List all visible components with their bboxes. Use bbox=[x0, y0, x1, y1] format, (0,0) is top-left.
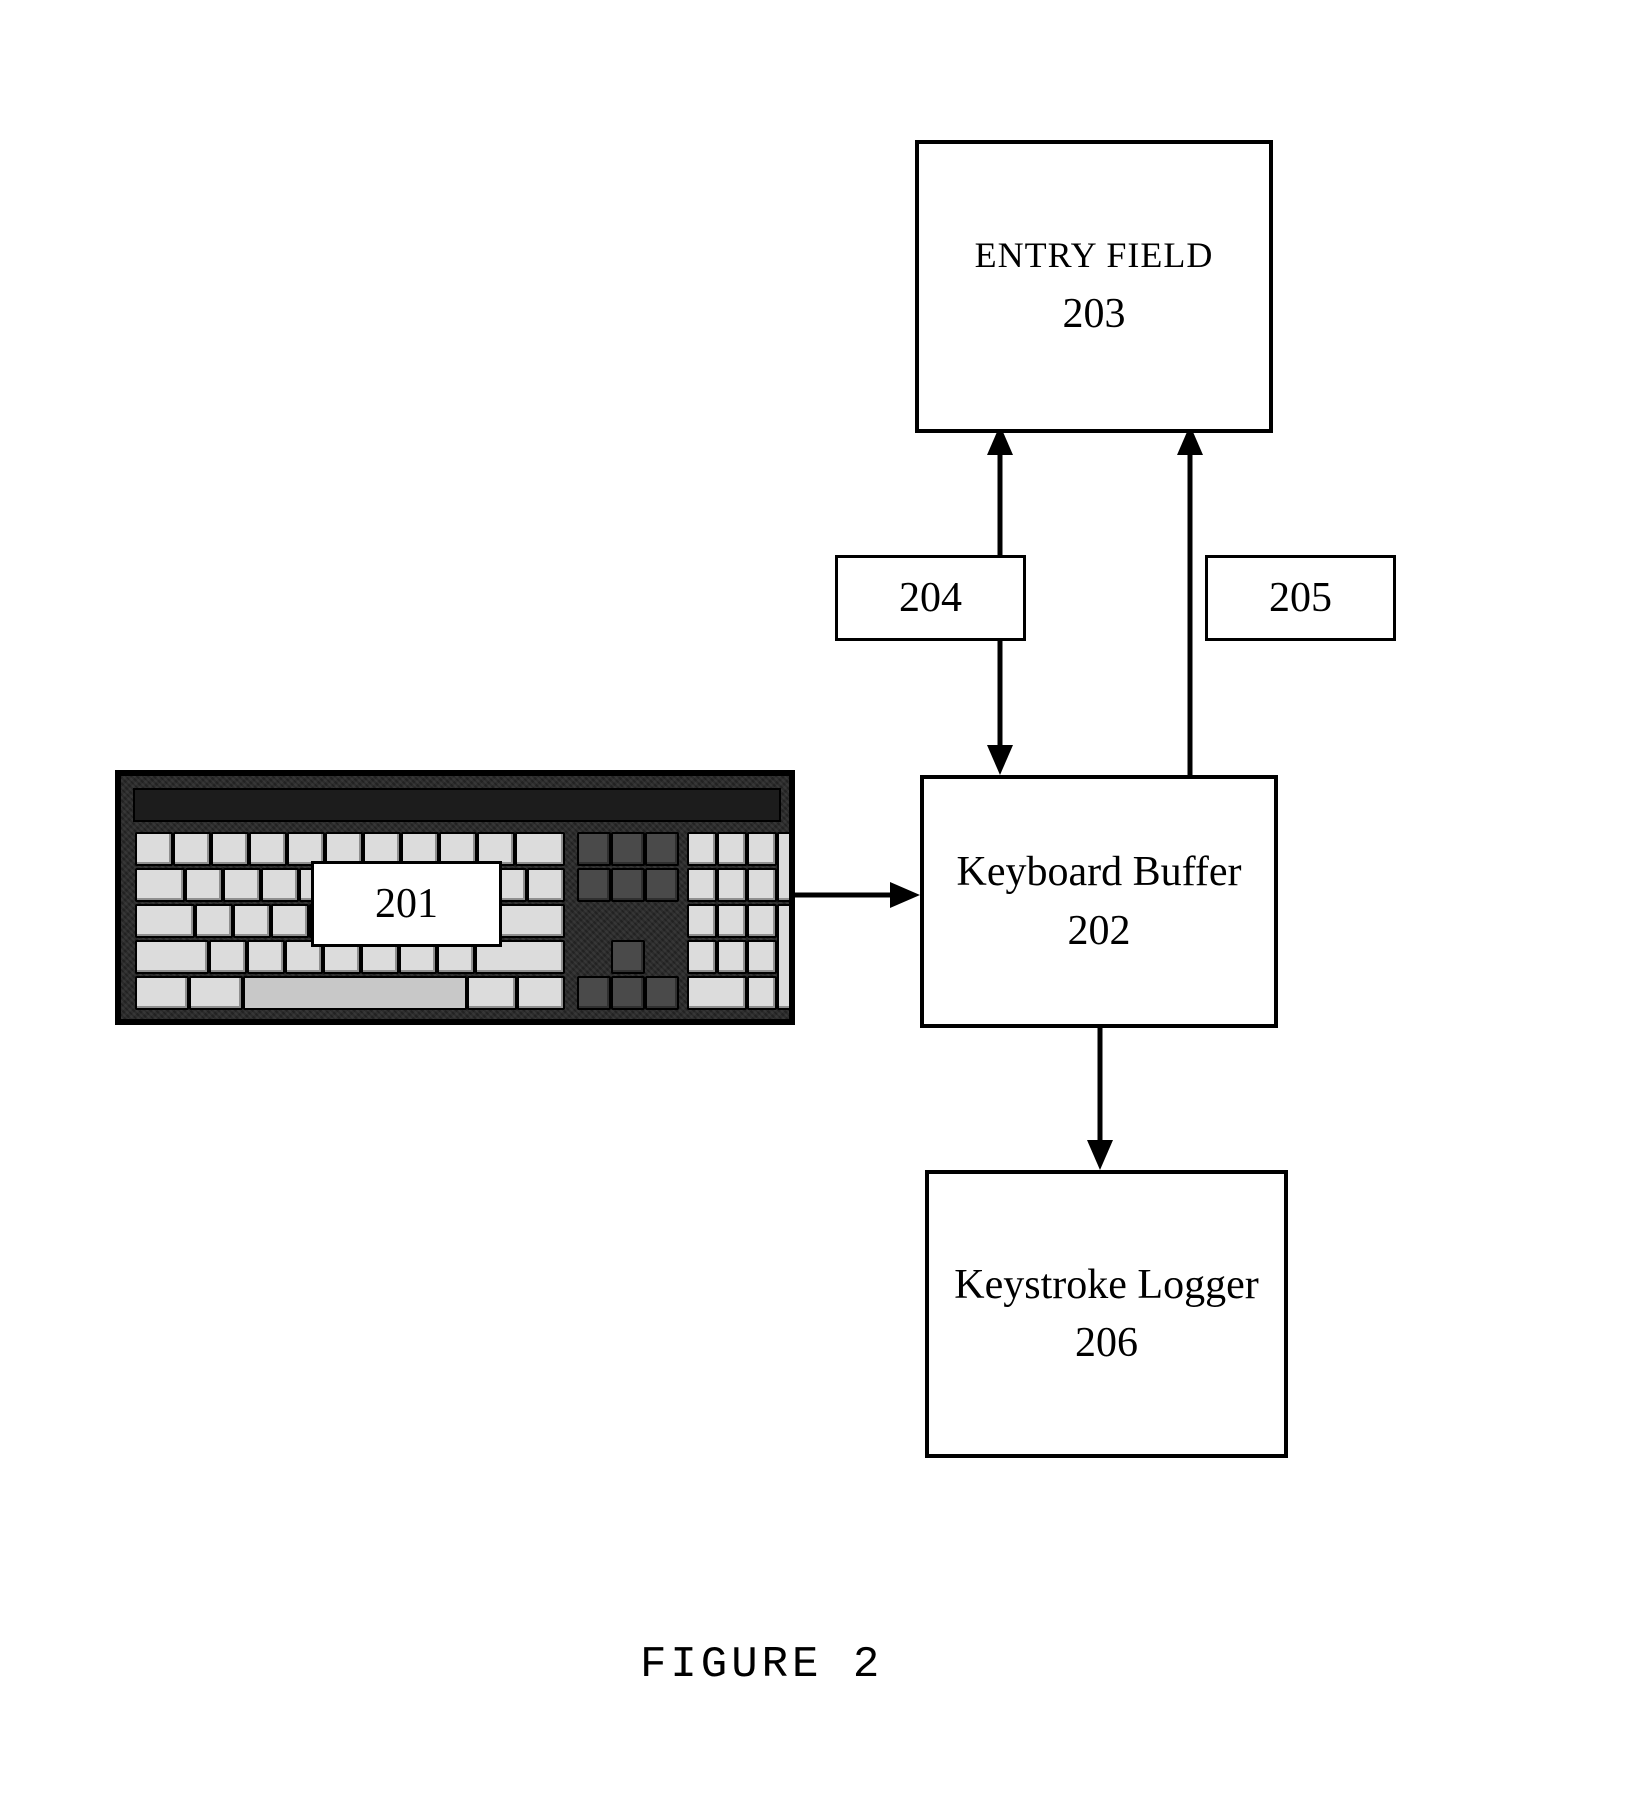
keyboard-key bbox=[135, 940, 209, 974]
keyboard-key bbox=[687, 976, 747, 1010]
keyboard-key bbox=[185, 868, 223, 902]
entry-field-box: ENTRY FIELD 203 bbox=[915, 140, 1273, 433]
entry-field-id: 203 bbox=[1063, 288, 1126, 341]
keyboard-key bbox=[211, 832, 249, 866]
keyboard-key bbox=[611, 976, 645, 1010]
keyboard-key bbox=[577, 976, 611, 1010]
keyboard-key bbox=[687, 904, 717, 938]
keyboard-key bbox=[747, 940, 777, 974]
keyboard-key bbox=[747, 832, 777, 866]
arrowhead-204-down bbox=[987, 745, 1013, 775]
keyboard-key bbox=[467, 976, 517, 1010]
keyboard-key bbox=[717, 868, 747, 902]
keyboard-key bbox=[777, 904, 793, 1010]
keyboard-key bbox=[135, 832, 173, 866]
figure-canvas: ENTRY FIELD 203 204 205 Keyboard Buffer … bbox=[0, 0, 1633, 1810]
keyboard-key bbox=[577, 832, 611, 866]
figure-caption: FIGURE 2 bbox=[640, 1640, 883, 1690]
keystroke-logger-id: 206 bbox=[1075, 1317, 1138, 1370]
keyboard-buffer-box: Keyboard Buffer 202 bbox=[920, 775, 1278, 1028]
keyboard-key bbox=[577, 868, 611, 902]
entry-field-title-line1: ENTRY FIELD bbox=[975, 233, 1214, 278]
keyboard-key bbox=[747, 976, 777, 1010]
keystroke-logger-box: Keystroke Logger 206 bbox=[925, 1170, 1288, 1458]
keyboard-key bbox=[515, 832, 565, 866]
keyboard-key bbox=[527, 868, 565, 902]
keyboard-key bbox=[611, 832, 645, 866]
keyboard-key bbox=[645, 868, 679, 902]
keystroke-logger-title: Keystroke Logger bbox=[954, 1259, 1258, 1312]
keyboard-key bbox=[189, 976, 243, 1010]
keyboard-key bbox=[717, 940, 747, 974]
keyboard-key bbox=[135, 904, 195, 938]
arrowhead-keyboard-to-buffer bbox=[890, 882, 920, 908]
keyboard-key bbox=[747, 868, 777, 902]
keyboard-key bbox=[135, 868, 185, 902]
keyboard-key bbox=[717, 904, 747, 938]
keyboard-key bbox=[499, 904, 565, 938]
keyboard-key bbox=[249, 832, 287, 866]
keyboard-key bbox=[135, 976, 189, 1010]
keyboard-key bbox=[717, 832, 747, 866]
label-205-text: 205 bbox=[1269, 574, 1332, 622]
arrowhead-buffer-to-logger bbox=[1087, 1140, 1113, 1170]
keyboard-key bbox=[611, 868, 645, 902]
keyboard-icon: 201 bbox=[115, 770, 795, 1025]
keyboard-key bbox=[223, 868, 261, 902]
keyboard-key bbox=[777, 832, 793, 902]
keyboard-id-panel: 201 bbox=[311, 861, 502, 947]
keyboard-key bbox=[271, 904, 309, 938]
keyboard-key bbox=[611, 940, 645, 974]
keyboard-key bbox=[517, 976, 565, 1010]
keyboard-key bbox=[195, 904, 233, 938]
label-204-box: 204 bbox=[835, 555, 1026, 641]
keyboard-key bbox=[261, 868, 299, 902]
label-204-text: 204 bbox=[899, 574, 962, 622]
keyboard-key bbox=[747, 904, 777, 938]
keyboard-buffer-title: Keyboard Buffer bbox=[957, 846, 1242, 899]
keyboard-key bbox=[645, 832, 679, 866]
keyboard-key bbox=[687, 868, 717, 902]
keyboard-f-row bbox=[133, 788, 781, 822]
keyboard-key bbox=[209, 940, 247, 974]
label-205-box: 205 bbox=[1205, 555, 1396, 641]
keyboard-key bbox=[173, 832, 211, 866]
keyboard-key bbox=[233, 904, 271, 938]
keyboard-buffer-id: 202 bbox=[1068, 905, 1131, 958]
keyboard-key bbox=[247, 940, 285, 974]
keyboard-key bbox=[687, 940, 717, 974]
keyboard-key bbox=[645, 976, 679, 1010]
keyboard-key bbox=[687, 832, 717, 866]
keyboard-spacebar bbox=[243, 976, 467, 1010]
keyboard-id: 201 bbox=[375, 880, 438, 928]
